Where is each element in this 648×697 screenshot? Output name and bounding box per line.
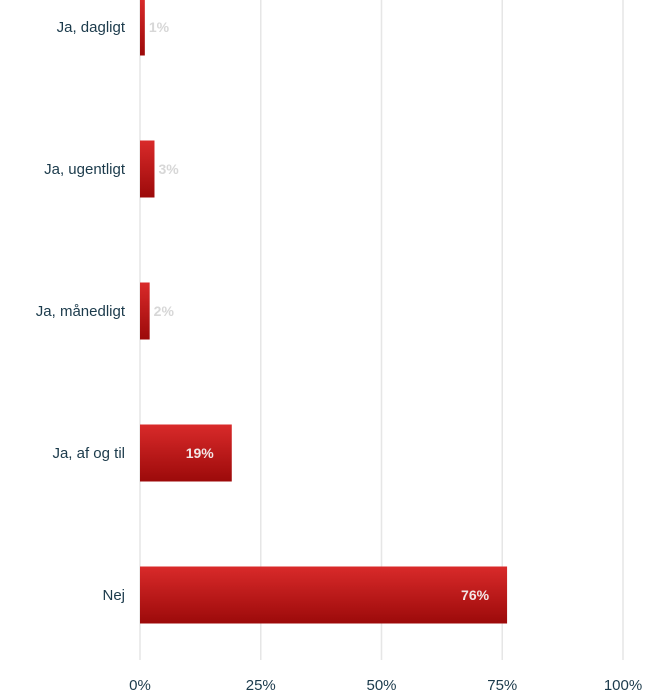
- x-axis-ticks: 0% 25% 50% 75% 100%: [129, 677, 642, 694]
- bar-2: [140, 140, 155, 198]
- bar-5: [140, 566, 508, 624]
- value-label-2: 3%: [158, 161, 179, 177]
- bar-3: [140, 282, 150, 340]
- category-labels: Ja, dagligt Ja, ugentligt Ja, månedligt Ja,…: [36, 19, 126, 604]
- value-label-4: 19%: [186, 445, 215, 461]
- category-label-2: Ja, ugentligt: [44, 161, 126, 178]
- category-label-3: Ja, månedligt: [36, 303, 126, 320]
- value-label-1: 1%: [149, 19, 170, 35]
- gridlines: [139, 0, 624, 660]
- x-tick-label-75: 75%: [487, 677, 517, 694]
- bar-1: [140, 0, 145, 56]
- x-tick-label-25: 25%: [246, 677, 276, 694]
- x-tick-label-50: 50%: [366, 677, 396, 694]
- value-label-5: 76%: [461, 587, 490, 603]
- category-label-5: Nej: [102, 587, 125, 604]
- bar-4: [140, 424, 232, 482]
- category-label-1: Ja, dagligt: [57, 19, 126, 36]
- bars: 1% 3% 2% 19% 76%: [140, 0, 508, 624]
- value-label-3: 2%: [154, 303, 175, 319]
- category-label-4: Ja, af og til: [52, 445, 125, 462]
- x-tick-label-100: 100%: [604, 677, 642, 694]
- x-tick-label-0: 0%: [129, 677, 151, 694]
